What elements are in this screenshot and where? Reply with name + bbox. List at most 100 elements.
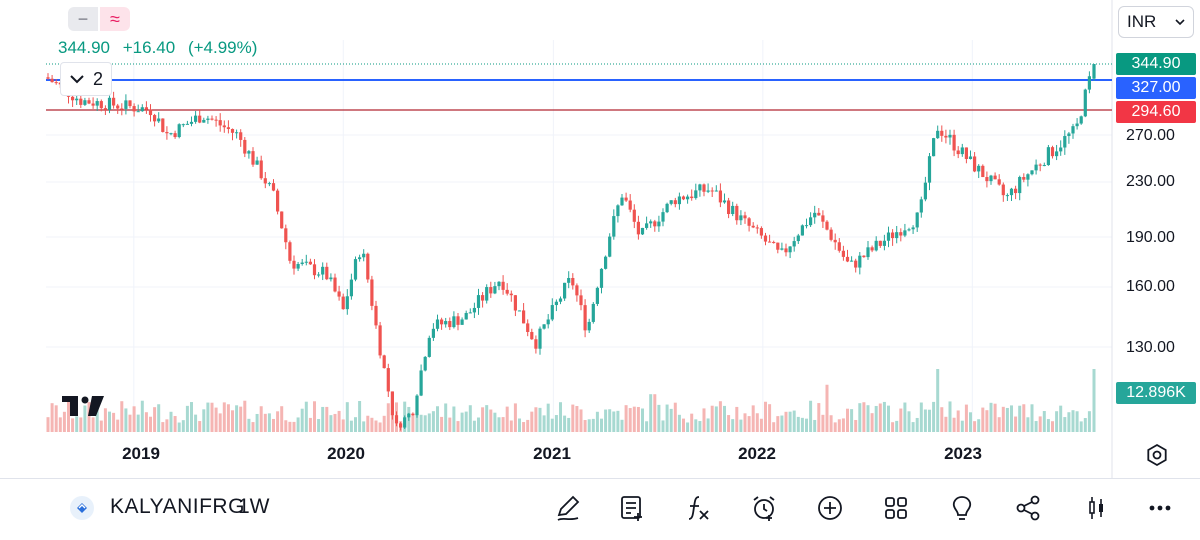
volume-bar — [928, 409, 931, 432]
blue-line-tag: 327.00 — [1116, 77, 1196, 99]
volume-bar — [964, 404, 968, 432]
candle-body — [214, 119, 218, 121]
candle-body — [1059, 147, 1063, 152]
volume-bar — [997, 417, 1001, 432]
candle-body — [128, 100, 132, 107]
candle-body — [317, 274, 321, 276]
volume-bar — [1010, 405, 1013, 432]
candle-body — [107, 97, 112, 110]
volume-bar — [846, 408, 849, 432]
candle-body — [944, 135, 948, 138]
volume-bar — [862, 402, 866, 432]
volume-bar — [632, 406, 636, 432]
candle-body — [735, 205, 739, 221]
volume-bar — [854, 419, 858, 432]
candle-body — [308, 261, 312, 265]
candle-body — [1075, 123, 1079, 127]
candle-body — [1022, 176, 1026, 180]
candle-body — [181, 124, 185, 126]
volume-bar — [895, 420, 899, 432]
candle-body — [809, 217, 813, 226]
volume-bar — [169, 411, 173, 432]
candle-body — [362, 253, 366, 258]
candle-body — [608, 236, 612, 257]
candle-body — [497, 281, 501, 287]
candle-body — [185, 123, 189, 125]
settings-icon[interactable] — [1144, 442, 1170, 468]
volume-bar — [276, 411, 280, 432]
candle-body — [386, 368, 390, 392]
candle-body — [1087, 76, 1091, 90]
layout-button[interactable] — [878, 490, 914, 526]
alert-button[interactable] — [746, 490, 782, 526]
ideas-button[interactable] — [944, 490, 980, 526]
wave-icon: ≈ — [110, 8, 120, 29]
symbol-logo-icon — [70, 496, 94, 520]
price-legend: 344.90 +16.40 (+4.99%) — [58, 38, 265, 58]
symbol-name[interactable]: KALYANIFRG — [110, 495, 245, 518]
volume-bar — [759, 418, 763, 432]
candle-body — [493, 286, 497, 294]
candle-body — [759, 228, 763, 236]
volume-bar — [91, 417, 95, 432]
volume-bar — [313, 401, 316, 432]
x-tick-label: 2020 — [327, 444, 365, 463]
candle-body — [1063, 136, 1067, 148]
candle-body — [993, 175, 997, 180]
candle-body — [75, 98, 79, 101]
note-button[interactable] — [614, 490, 650, 526]
volume-bar — [809, 400, 813, 432]
candle-body — [460, 319, 464, 325]
volume-bar — [321, 406, 325, 432]
volume-bar — [677, 414, 681, 432]
candle-body — [189, 121, 194, 124]
candle-body — [882, 240, 886, 246]
volume-bar — [698, 421, 702, 432]
add-button[interactable] — [812, 490, 848, 526]
indicator-button[interactable] — [680, 490, 716, 526]
candle-body — [345, 296, 349, 310]
volume-bar — [743, 413, 747, 432]
candle-body — [595, 287, 599, 304]
hide-indicator-button[interactable]: − — [68, 7, 98, 31]
candle-body — [358, 257, 362, 260]
candle-body — [87, 100, 91, 104]
volume-bar — [653, 394, 657, 432]
candle-body — [517, 310, 522, 312]
candle-body — [292, 260, 296, 269]
volume-bar — [534, 407, 538, 432]
candle-body — [349, 279, 353, 297]
volume-bar — [99, 420, 103, 432]
candle-body — [1083, 89, 1087, 117]
volume-bar — [325, 406, 329, 432]
candle-body — [464, 312, 468, 320]
candle-body — [841, 250, 845, 257]
candle-body — [501, 281, 505, 290]
price-chart[interactable] — [0, 0, 1200, 480]
wave-indicator-button[interactable]: ≈ — [100, 7, 130, 31]
volume-bar — [595, 411, 599, 432]
currency-select[interactable]: INR — [1118, 6, 1194, 38]
volume-bar — [181, 420, 185, 432]
candle-body — [874, 240, 878, 251]
candle-body — [829, 229, 833, 240]
candle-body — [144, 107, 148, 110]
share-button[interactable] — [1010, 490, 1046, 526]
candle-body — [95, 101, 99, 106]
candle-body — [952, 134, 956, 151]
interval-button[interactable]: 1W — [238, 495, 270, 518]
collapse-legend-button[interactable]: 2 — [60, 62, 112, 96]
tradingview-logo — [62, 396, 104, 416]
volume-bar — [460, 412, 464, 432]
more-button[interactable] — [1142, 490, 1178, 526]
draw-button[interactable] — [550, 490, 586, 526]
volume-bar — [542, 415, 546, 432]
candle-body — [312, 264, 317, 276]
volume-bar — [1022, 404, 1026, 432]
chart-style-button[interactable] — [1078, 490, 1114, 526]
y-tick-label: 230.00 — [1126, 173, 1175, 190]
volume-bar — [444, 403, 448, 432]
volume-bar — [472, 420, 476, 432]
candle-body — [1050, 147, 1055, 157]
volume-bar — [1087, 411, 1091, 432]
